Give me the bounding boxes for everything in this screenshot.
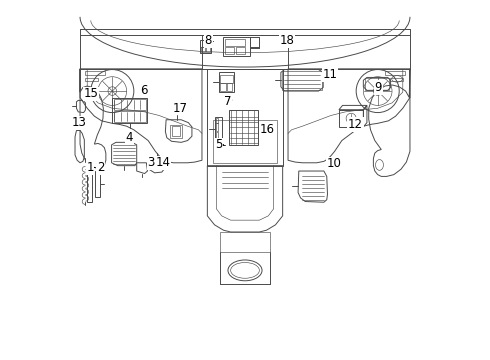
Bar [216,132,218,139]
Bar [229,110,258,145]
Bar [223,37,250,56]
Bar [112,98,147,123]
Text: 11: 11 [323,68,338,81]
Bar [170,125,182,138]
Bar [207,69,283,166]
Bar [219,72,234,92]
Bar [206,47,210,52]
Bar [215,117,221,140]
Bar [114,111,146,122]
Text: 10: 10 [326,157,342,170]
Text: 9: 9 [375,81,382,94]
Bar [213,120,277,163]
Text: 16: 16 [260,123,275,136]
Bar [216,118,218,123]
Text: 13: 13 [72,116,87,129]
Bar [95,171,100,197]
Bar [225,46,234,54]
Text: 3: 3 [147,156,155,169]
Text: 14: 14 [156,156,171,169]
Bar [216,123,218,131]
Bar [220,232,270,252]
Text: 12: 12 [348,118,363,131]
Bar [220,75,233,83]
Bar [202,35,288,69]
Text: 15: 15 [83,87,98,100]
Bar [220,83,225,91]
Text: 4: 4 [126,131,133,144]
Bar [282,71,322,90]
Bar [201,47,205,52]
Bar [339,110,364,127]
Bar [385,71,405,75]
Bar [85,78,98,81]
Bar [87,166,92,202]
Text: 6: 6 [140,84,147,97]
Bar [227,83,232,91]
Text: 18: 18 [280,34,295,48]
Text: 2: 2 [97,161,104,174]
Bar [85,71,105,75]
Text: 17: 17 [172,102,187,115]
Text: 1: 1 [86,161,94,174]
Text: 7: 7 [224,95,232,108]
Text: 5: 5 [216,138,223,151]
Bar [172,126,180,136]
Text: 8: 8 [205,34,212,48]
Bar [365,78,389,90]
Bar [390,78,403,81]
Bar [225,39,245,45]
Bar [236,46,245,54]
Bar [114,99,146,110]
Bar [200,40,211,53]
